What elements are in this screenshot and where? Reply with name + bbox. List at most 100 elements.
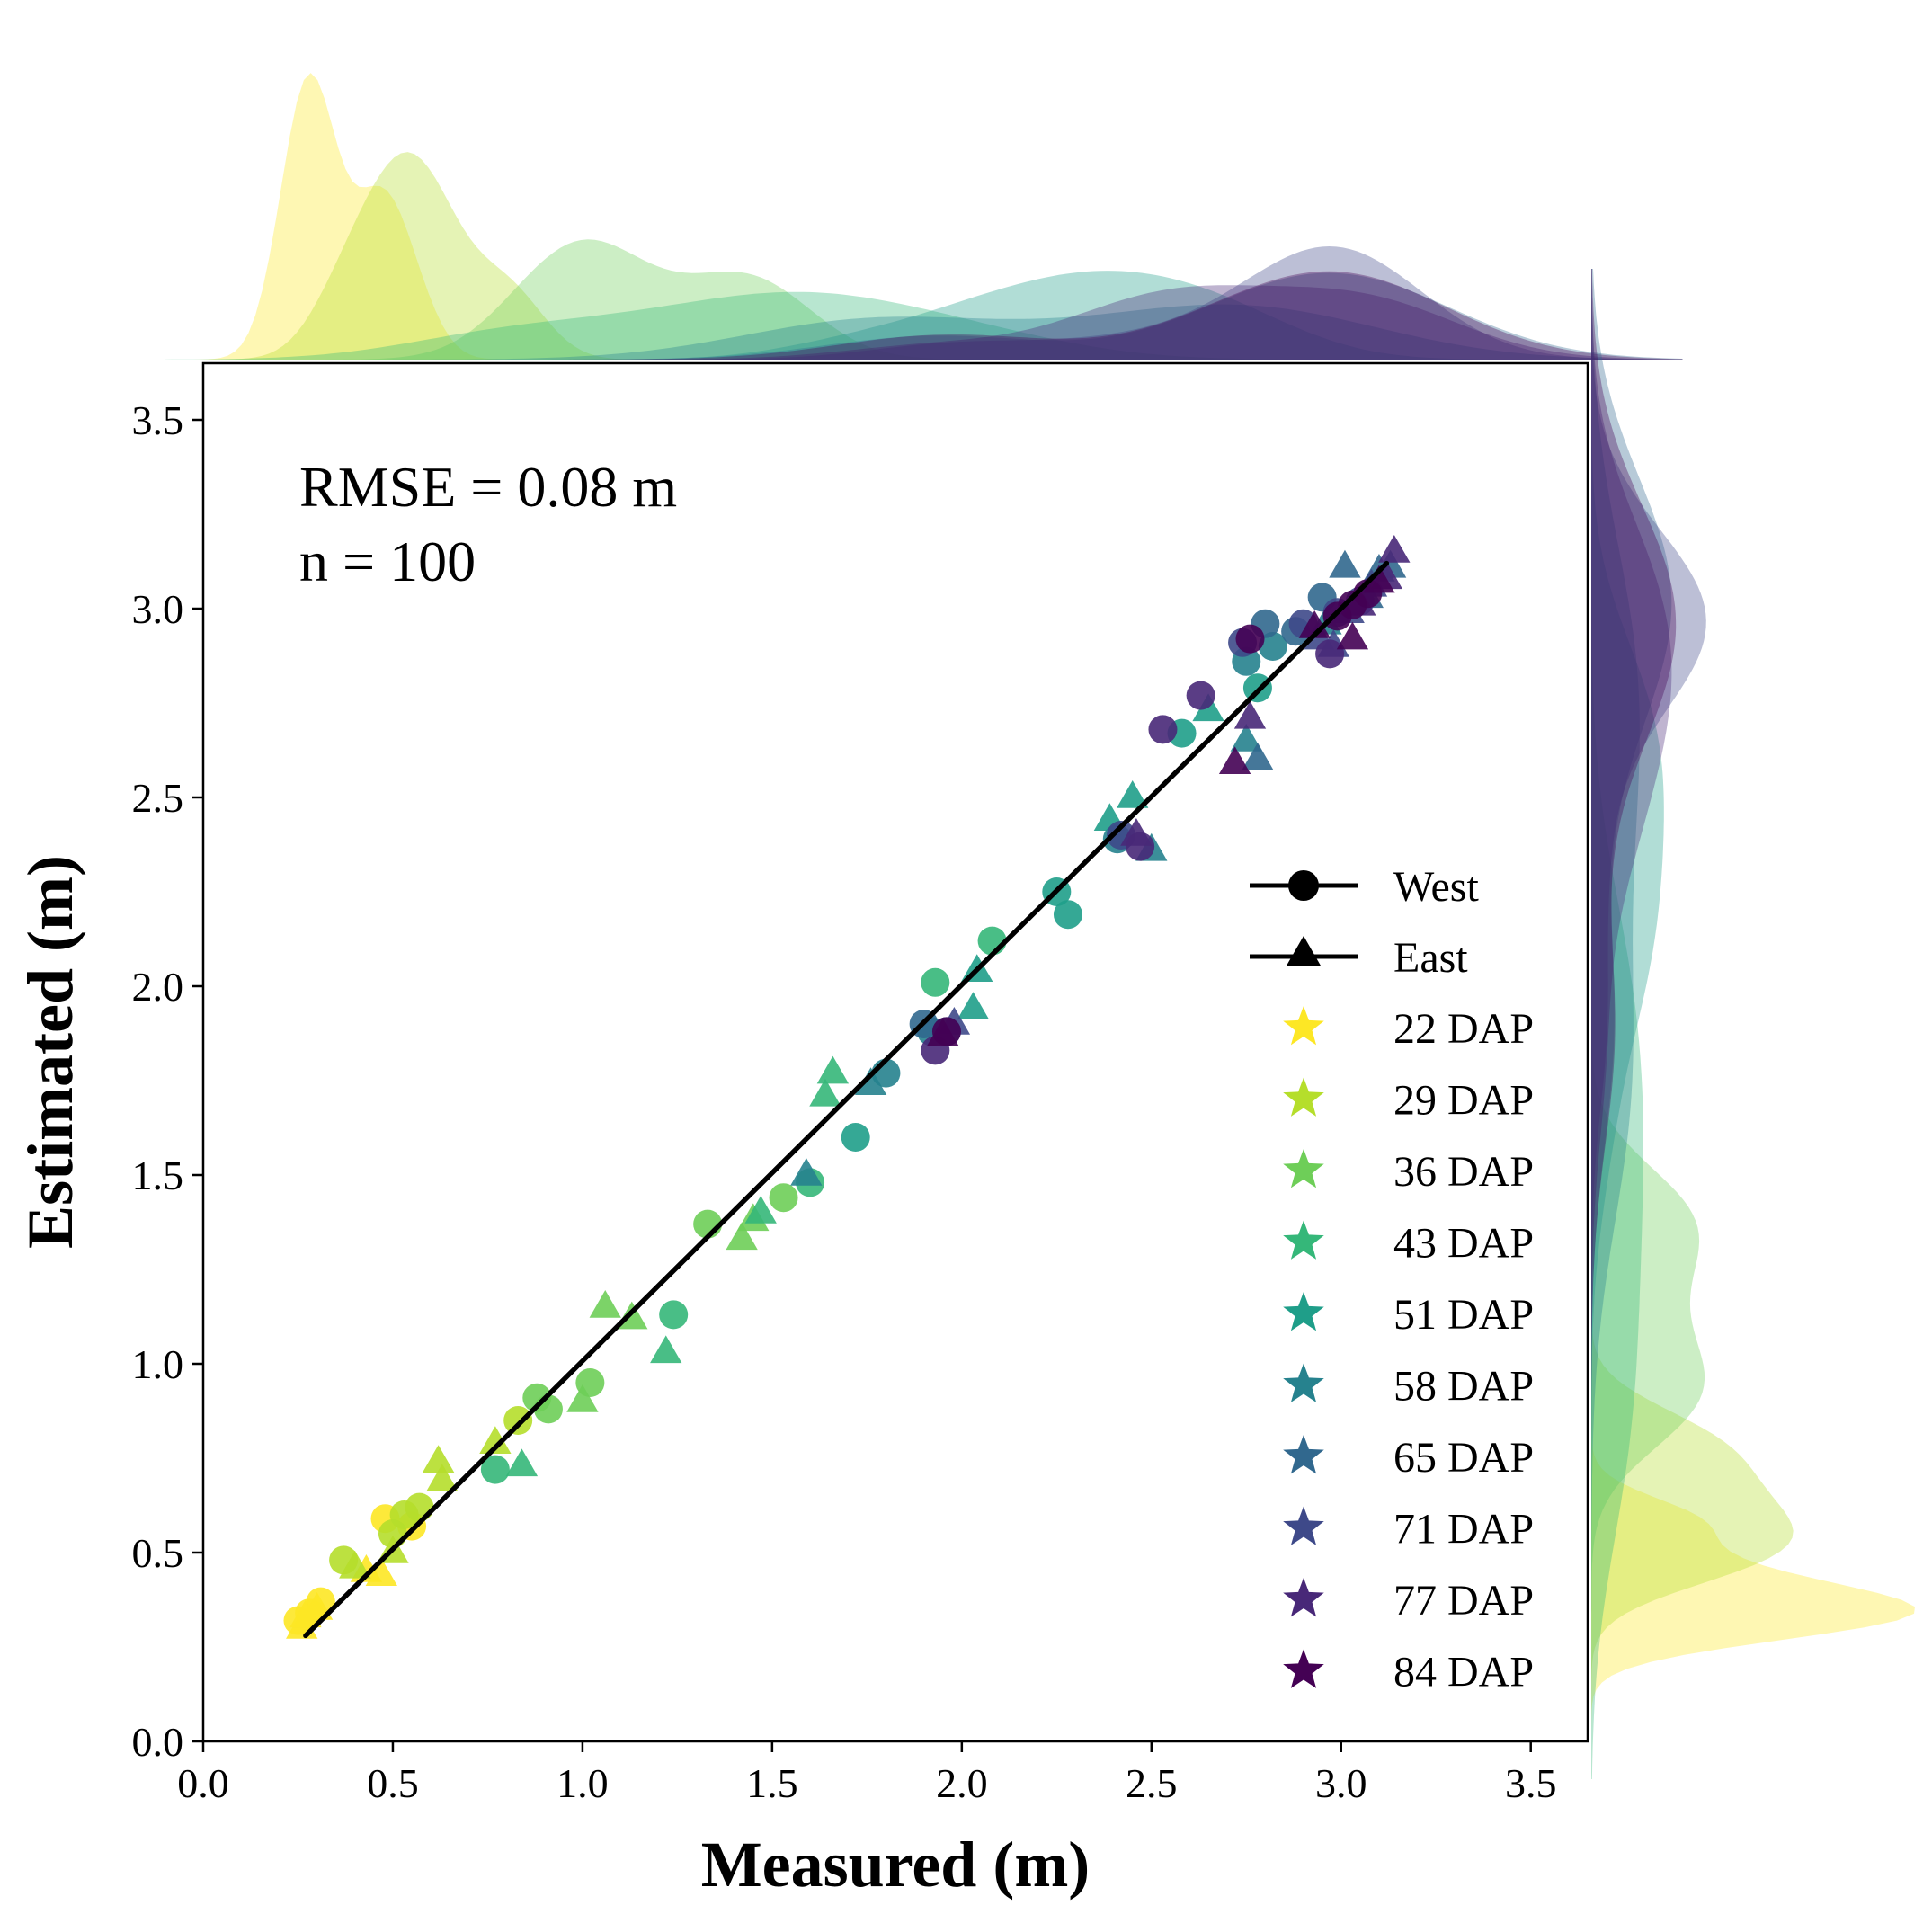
data-point-84-dap-east-6 — [1218, 746, 1251, 774]
data-point-43-dap-west-1 — [659, 1300, 689, 1330]
y-tick-label: 1.5 — [132, 1153, 184, 1198]
data-point-29-dap-west-4 — [503, 1406, 533, 1435]
data-point-84-dap-east-8 — [1298, 610, 1331, 638]
data-point-77-dap-west-2 — [1148, 715, 1178, 744]
data-point-58-dap-east-6 — [854, 1067, 887, 1095]
y-tick-label: 2.0 — [132, 964, 184, 1010]
data-point-29-dap-east-8 — [426, 1464, 459, 1491]
right-density-65-dap — [1591, 269, 1672, 1779]
x-axis-label: Measured (m) — [701, 1829, 1091, 1901]
legend-label-22-dap: 22 DAP — [1393, 1005, 1534, 1053]
data-point-36-dap-east-5 — [566, 1384, 599, 1412]
x-tick-label: 2.0 — [936, 1760, 988, 1806]
data-point-43-dap-west-0 — [480, 1455, 510, 1484]
top-density-71-dap — [165, 246, 1683, 360]
legend-star-71-dap — [1283, 1506, 1324, 1545]
data-point-58-dap-east-5 — [790, 1158, 823, 1186]
data-point-77-dap-west-3 — [1186, 681, 1215, 710]
data-point-77-dap-west-4 — [1315, 639, 1345, 669]
legend-label-84-dap: 84 DAP — [1393, 1649, 1534, 1696]
legend: West East 22 DAP 29 DAP 36 DAP 43 DAP 51 DAP 58… — [1250, 863, 1534, 1696]
data-point-36-dap-east-6 — [589, 1290, 621, 1318]
top-marginal-density — [165, 73, 1683, 360]
y-axis-ticks: 0.0 0.5 1.0 1.5 2.0 2.5 3.0 3.5 — [132, 397, 203, 1765]
right-density-58-dap — [1591, 269, 1640, 1779]
legend-star-51-dap — [1283, 1292, 1324, 1331]
data-point-29-dap-east-9 — [479, 1426, 512, 1454]
legend-star-29-dap — [1283, 1077, 1324, 1117]
legend-label-43-dap: 43 DAP — [1393, 1220, 1534, 1268]
data-point-43-dap-west-3 — [921, 967, 950, 997]
data-point-65-dap-east-6 — [1329, 549, 1361, 578]
data-point-29-dap-west-3 — [405, 1492, 434, 1522]
legend-marker-west — [1288, 870, 1319, 901]
legend-star-65-dap — [1283, 1435, 1324, 1474]
top-density-65-dap — [165, 272, 1683, 360]
data-point-51-dap-west-2 — [1053, 900, 1082, 930]
legend-label-77-dap: 77 DAP — [1393, 1577, 1534, 1625]
data-point-84-dap-east-9 — [1363, 565, 1395, 593]
data-point-36-dap-east-8 — [726, 1222, 758, 1251]
data-point-22-dap-east-7 — [300, 1592, 334, 1620]
data-point-36-dap-west-1 — [533, 1394, 563, 1424]
top-density-29-dap — [165, 152, 1683, 360]
x-tick-label: 0.5 — [367, 1760, 419, 1806]
y-tick-label: 3.5 — [132, 397, 184, 443]
data-point-51-dap-east-5 — [957, 992, 990, 1019]
data-point-43-dap-east-5 — [505, 1448, 539, 1477]
y-tick-label: 0.0 — [132, 1719, 184, 1765]
legend-label-71-dap: 71 DAP — [1393, 1506, 1534, 1553]
scatter-points — [283, 535, 1411, 1639]
right-density-51-dap — [1591, 269, 1664, 1779]
fit-line — [303, 560, 1390, 1639]
right-density-71-dap — [1591, 269, 1706, 1779]
data-point-65-dap-east-5 — [1242, 743, 1274, 770]
right-density-84-dap — [1591, 269, 1677, 1779]
y-axis-label: Estimated (m) — [14, 855, 86, 1249]
fit-line-group — [303, 560, 1390, 1639]
y-tick-label: 0.5 — [132, 1530, 184, 1576]
legend-marker-east — [1286, 936, 1322, 967]
data-point-29-dap-east-7 — [422, 1445, 455, 1473]
legend-label-36-dap: 36 DAP — [1393, 1148, 1534, 1196]
top-density-77-dap — [165, 285, 1683, 360]
top-density-36-dap — [165, 239, 1683, 360]
data-point-43-dap-east-7 — [744, 1196, 777, 1224]
data-point-84-dap-west-1 — [1235, 624, 1265, 654]
x-tick-label: 1.0 — [556, 1760, 609, 1806]
legend-star-22-dap — [1283, 1006, 1324, 1046]
right-density-43-dap — [1591, 269, 1643, 1779]
y-tick-label: 3.0 — [132, 586, 184, 632]
legend-star-58-dap — [1283, 1363, 1324, 1402]
legend-label-58-dap: 58 DAP — [1393, 1363, 1534, 1411]
top-density-51-dap — [165, 271, 1683, 360]
legend-label-west: West — [1393, 863, 1479, 911]
data-point-43-dap-east-8 — [809, 1078, 841, 1107]
legend-label-29-dap: 29 DAP — [1393, 1077, 1534, 1125]
data-point-51-dap-east-8 — [1117, 780, 1149, 808]
y-tick-label: 1.0 — [132, 1341, 184, 1387]
data-point-43-dap-west-4 — [977, 926, 1007, 956]
legend-star-36-dap — [1283, 1149, 1324, 1188]
right-density-29-dap — [1591, 269, 1794, 1779]
top-density-58-dap — [165, 304, 1683, 360]
y-tick-label: 2.5 — [132, 775, 184, 821]
data-point-84-dap-west-4 — [1322, 601, 1352, 631]
plot-border — [201, 361, 1589, 1743]
data-point-51-dap-west-0 — [841, 1123, 870, 1152]
legend-star-84-dap — [1283, 1649, 1324, 1688]
data-point-77-dap-east-6 — [1233, 700, 1267, 729]
x-tick-label: 0.0 — [177, 1760, 229, 1806]
x-axis-ticks: 0.0 0.5 1.0 1.5 2.0 2.5 3.0 3.5 — [177, 1741, 1556, 1806]
x-tick-label: 2.5 — [1126, 1760, 1178, 1806]
right-density-77-dap — [1591, 269, 1672, 1779]
n-annotation: n = 100 — [299, 530, 476, 593]
data-point-84-dap-east-7 — [1336, 621, 1369, 650]
legend-label-51-dap: 51 DAP — [1393, 1291, 1534, 1339]
legend-star-43-dap — [1283, 1220, 1324, 1260]
data-point-36-dap-west-4 — [769, 1183, 798, 1213]
top-density-84-dap — [165, 271, 1683, 360]
legend-star-77-dap — [1283, 1578, 1324, 1617]
data-point-43-dap-east-9 — [816, 1055, 850, 1084]
